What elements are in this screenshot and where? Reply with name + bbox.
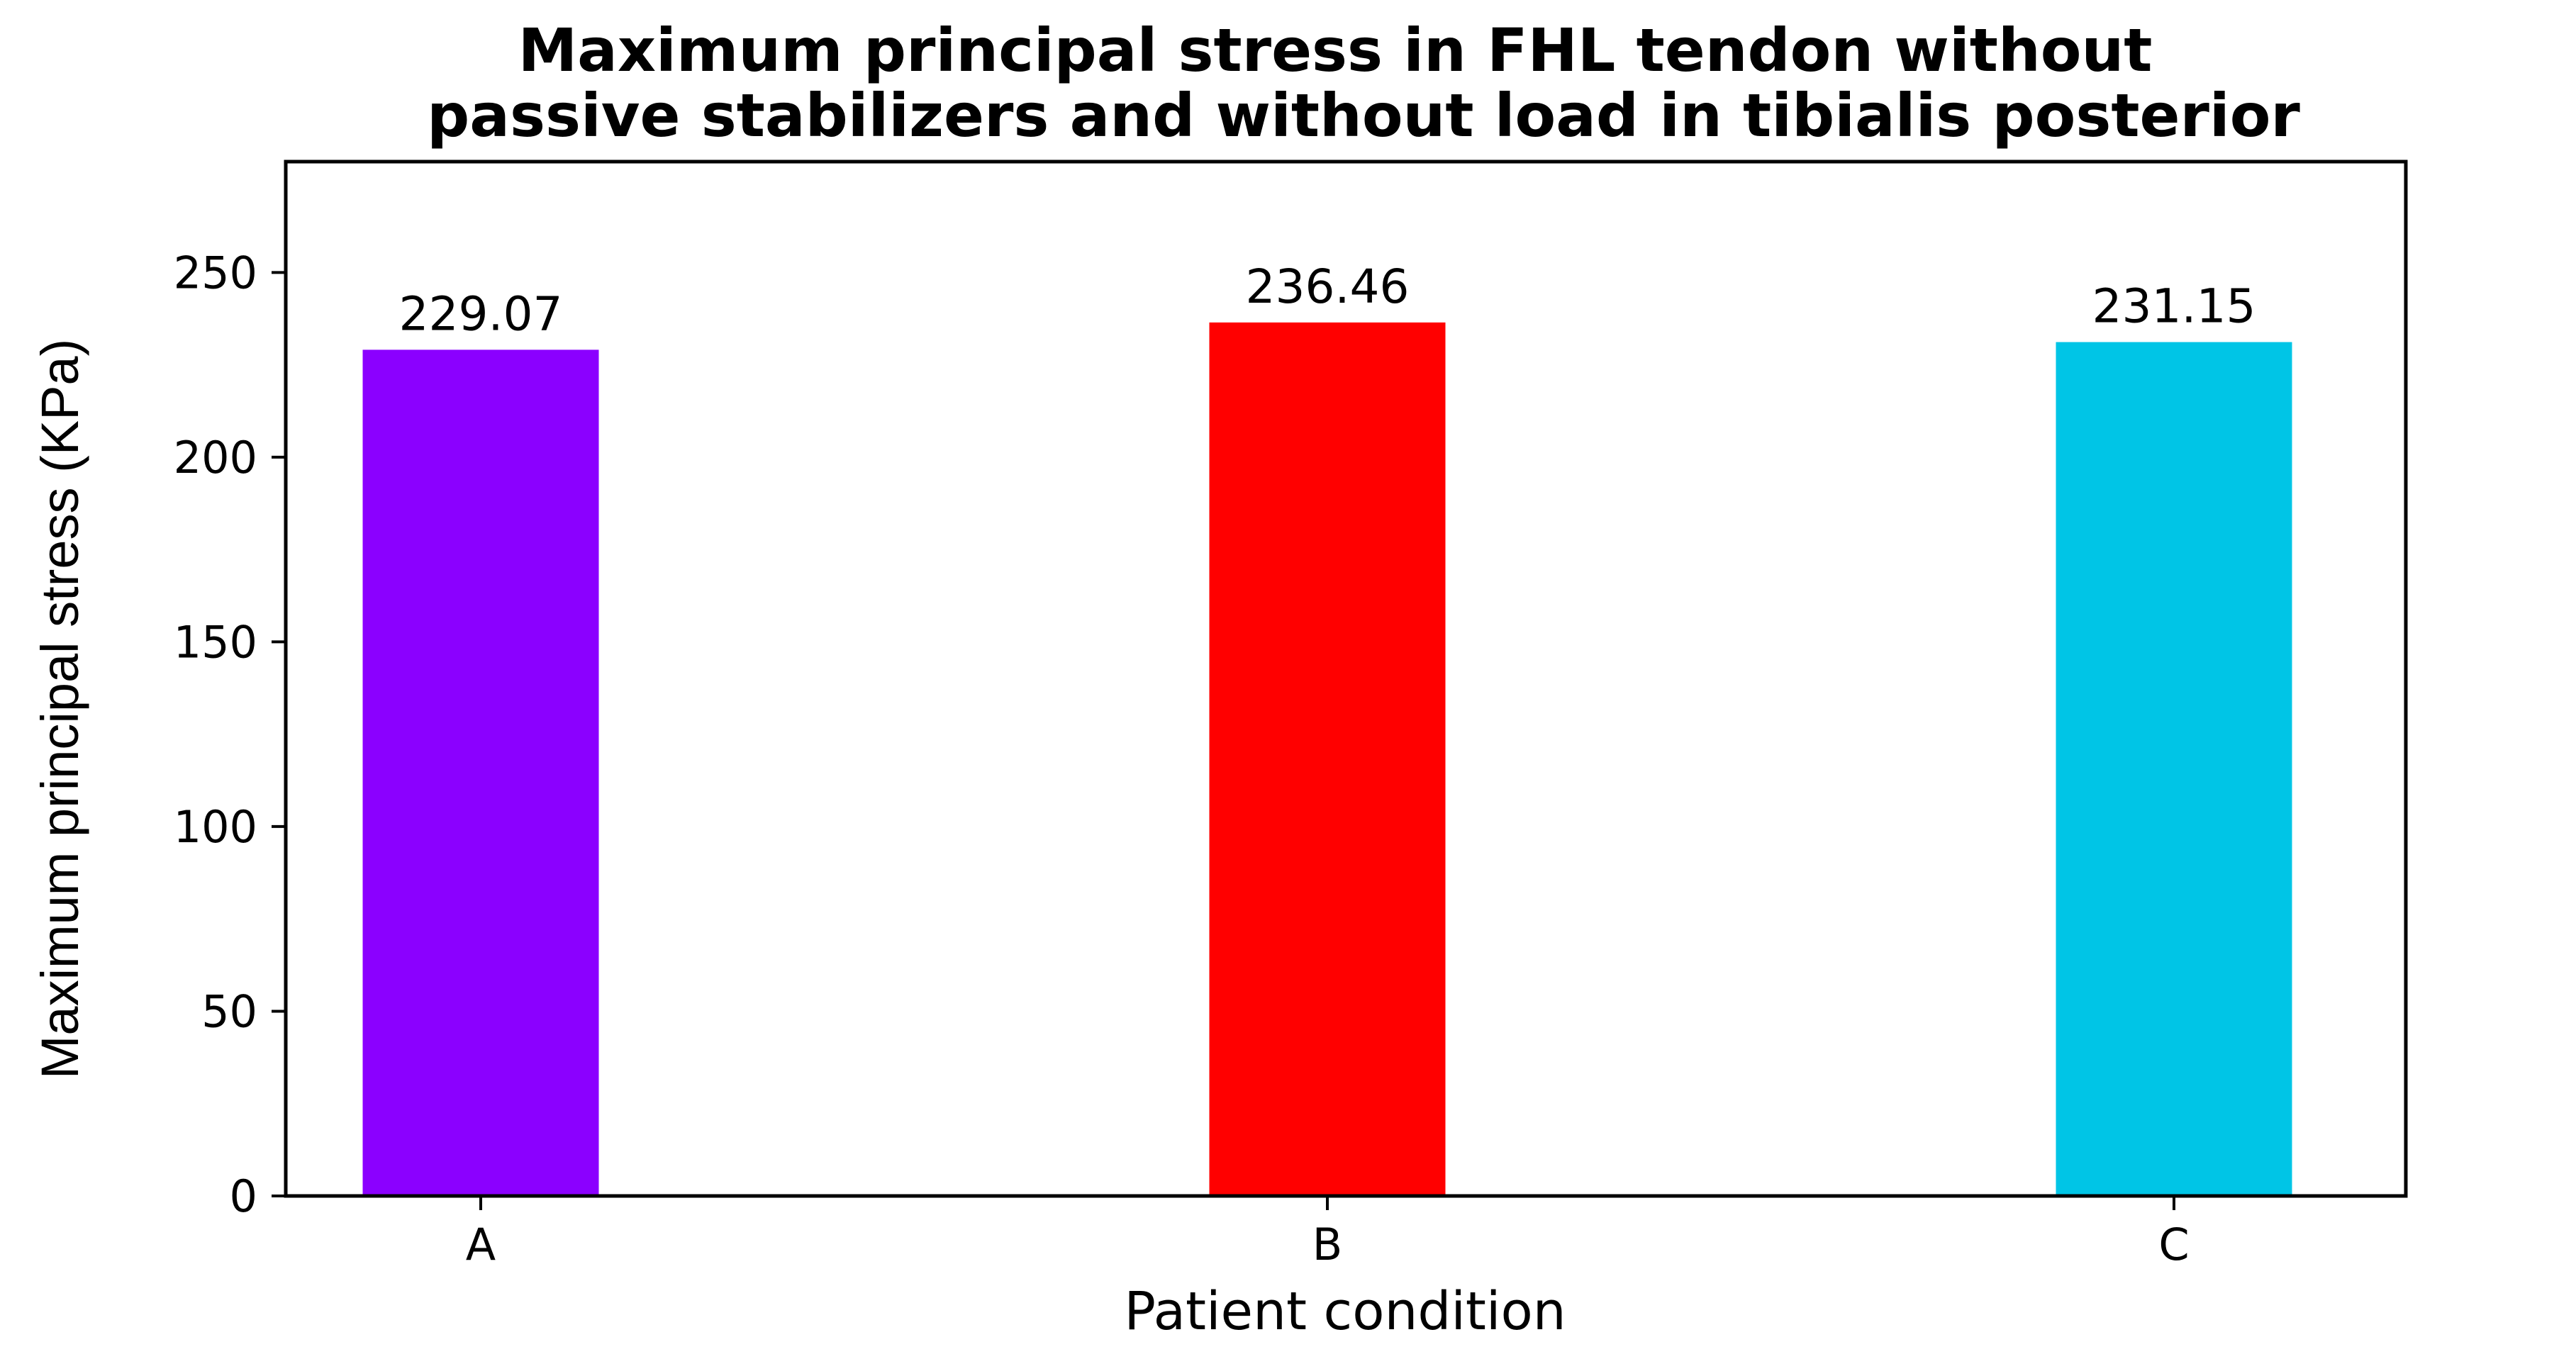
y-tick-label: 150 [174,616,257,668]
bar-a [362,349,599,1196]
y-axis-label: Maximum principal stress (KPa) [30,339,89,1079]
data-labels-layer: 229.07 236.46 231.15 [399,259,2256,342]
chart-title: Maximum principal stress in FHL tendon w… [427,16,2300,150]
y-tick-label: 0 [230,1170,257,1222]
x-tick-label: A [466,1219,496,1270]
y-tick-label: 200 [174,432,257,483]
chart-title-line-1: Maximum principal stress in FHL tendon w… [518,16,2153,85]
bar-b [1209,322,1446,1196]
x-axis: A B C [466,1196,2190,1270]
y-tick-label: 250 [174,247,257,298]
x-tick-label: C [2158,1219,2189,1270]
y-tick-label: 50 [201,985,257,1037]
data-label-a: 229.07 [399,286,563,341]
plot-frame [284,160,2408,1198]
y-tick-label: 100 [174,801,257,853]
data-label-b: 236.46 [1246,259,1410,314]
y-axis: 0 50 100 150 200 250 [174,247,286,1222]
bars-layer [362,322,2292,1196]
bar-c [2056,342,2292,1196]
chart-title-line-2: passive stabilizers and without load in … [427,81,2300,150]
x-axis-label: Patient condition [1124,1281,1566,1342]
data-label-c: 231.15 [2092,279,2256,334]
x-tick-label: B [1312,1219,1343,1270]
